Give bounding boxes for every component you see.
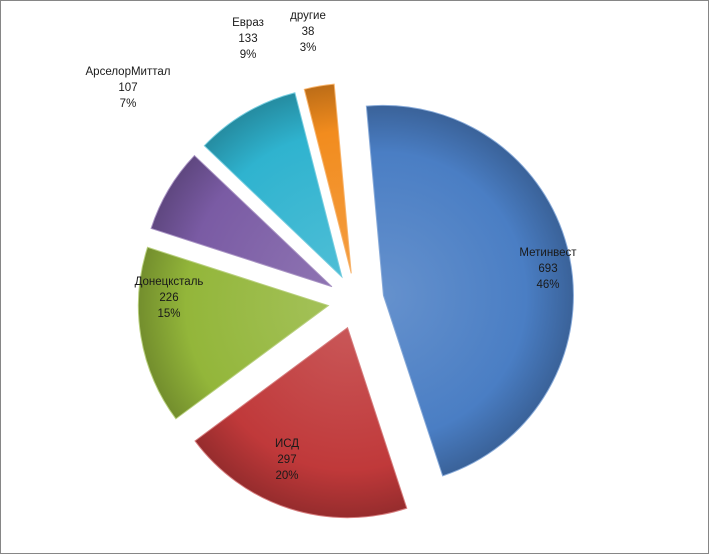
slice-percent: 7% — [119, 98, 137, 110]
slice-value: 693 — [538, 263, 558, 275]
slice-label-evraz: Евраз 133 9% — [232, 15, 264, 63]
slice-label-isd: ИСД 297 20% — [275, 436, 299, 484]
slice-name: другие — [290, 10, 326, 22]
pie-slice-evraz — [203, 92, 343, 279]
slice-percent: 20% — [275, 470, 299, 482]
slice-value: 133 — [238, 33, 258, 45]
pie-slice-metinvest — [365, 104, 574, 477]
slice-percent: 15% — [157, 308, 181, 320]
pie-slices — [137, 83, 574, 519]
slice-name: Метинвест — [519, 247, 577, 259]
slice-value: 107 — [118, 82, 138, 94]
pie-slice-donetskstal — [137, 246, 330, 420]
slice-label-metinvest: Метинвест 693 46% — [519, 245, 576, 293]
pie-slice-isd — [194, 326, 408, 519]
slice-percent: 9% — [239, 49, 257, 61]
slice-name: Евраз — [232, 17, 264, 29]
slice-name: Донецксталь — [134, 276, 204, 288]
slice-value: 226 — [159, 292, 179, 304]
slice-label-arcelormittal: АрселорМиттал 107 7% — [86, 64, 171, 112]
slice-name: АрселорМиттал — [85, 66, 171, 78]
pie-slice-drugie — [303, 83, 352, 274]
slice-value: 38 — [301, 26, 315, 38]
pie-slice-arcelormittal — [150, 154, 333, 288]
slice-label-drugie: другие 38 3% — [290, 8, 326, 56]
slice-value: 297 — [277, 454, 297, 466]
slice-label-donetskstal: Донецксталь 226 15% — [135, 274, 204, 322]
slice-name: ИСД — [274, 438, 300, 450]
slice-percent: 3% — [299, 42, 317, 54]
slice-percent: 46% — [536, 279, 560, 291]
